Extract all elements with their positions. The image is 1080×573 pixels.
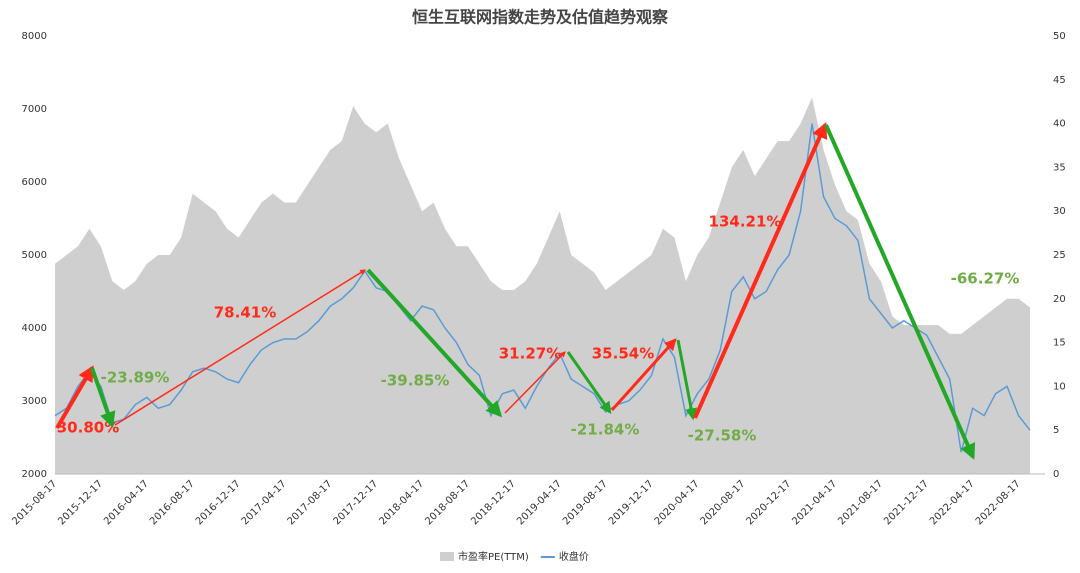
x-tick-label: 2020-04-17: [653, 478, 702, 527]
annotation: 35.54%: [592, 345, 654, 363]
x-tick-label: 2021-08-17: [836, 478, 885, 527]
y-tick-label: 6000: [22, 177, 47, 188]
x-tick-label: 2021-12-17: [882, 478, 931, 527]
annotation: -23.89%: [101, 369, 170, 387]
trend-arrow: [366, 268, 503, 418]
trend-arrow: [90, 367, 116, 429]
x-tick-label: 2018-08-17: [423, 478, 472, 527]
x-tick-label: 2021-04-17: [790, 478, 839, 527]
y2-tick-label: 50: [1053, 31, 1066, 42]
x-tick-label: 2016-12-17: [194, 478, 243, 527]
annotation: -66.27%: [951, 270, 1020, 288]
y2-tick-label: 10: [1053, 381, 1066, 392]
y2-tick-label: 20: [1053, 294, 1066, 305]
annotation: -27.58%: [688, 427, 757, 445]
y2-tick-label: 5: [1053, 425, 1059, 436]
annotation: -21.84%: [571, 421, 640, 439]
x-tick-label: 2017-04-17: [240, 478, 289, 527]
x-tick-label: 2015-08-17: [10, 478, 59, 527]
y2-tick-label: 30: [1053, 206, 1066, 217]
x-tick-label: 2020-12-17: [744, 478, 793, 527]
annotation: 134.21%: [709, 213, 782, 231]
price-line: [54, 123, 1031, 453]
x-tick-label: 2015-12-17: [56, 478, 105, 527]
trend-arrow: [676, 339, 698, 421]
x-tick-label: 2019-08-17: [561, 478, 610, 527]
x-tick-label: 2016-08-17: [148, 478, 197, 527]
trend-arrow: [610, 338, 677, 412]
x-tick-label: 2022-08-17: [974, 478, 1023, 527]
y-tick-label: 7000: [22, 104, 47, 115]
x-tick-label: 2019-04-17: [515, 478, 564, 527]
y-tick-label: 5000: [22, 250, 47, 261]
y2-tick-label: 40: [1053, 119, 1066, 130]
legend-swatch: [440, 552, 454, 561]
pe-area: [55, 97, 1030, 474]
trend-arrow: [824, 124, 976, 460]
trend-arrow: [693, 122, 828, 419]
legend-label: 收盘价: [559, 550, 589, 563]
x-tick-label: 2017-08-17: [286, 478, 335, 527]
trend-arrow: [114, 269, 367, 426]
trend-arrow: [55, 365, 94, 430]
y2-tick-label: 45: [1053, 75, 1066, 86]
x-tick-label: 2022-04-17: [928, 478, 977, 527]
annotation: 78.41%: [214, 304, 276, 322]
y-tick-label: 2000: [22, 469, 47, 480]
y-tick-label: 8000: [22, 31, 47, 42]
y-tick-label: 4000: [22, 323, 47, 334]
annotation: -39.85%: [381, 372, 450, 390]
y-tick-label: 3000: [22, 396, 47, 407]
chart-title: 恒生互联网指数走势及估值趋势观察: [412, 8, 669, 27]
x-tick-label: 2016-04-17: [102, 478, 151, 527]
x-tick-label: 2019-12-17: [607, 478, 656, 527]
annotation: 31.27%: [499, 345, 561, 363]
x-tick-label: 2017-12-17: [332, 478, 381, 527]
y2-tick-label: 0: [1053, 469, 1059, 480]
x-tick-label: 2018-12-17: [469, 478, 518, 527]
y2-tick-label: 15: [1053, 338, 1066, 349]
x-tick-label: 2018-04-17: [377, 478, 426, 527]
legend-label: 市盈率PE(TTM): [458, 550, 529, 563]
x-tick-label: 2020-08-17: [699, 478, 748, 527]
y2-tick-label: 35: [1053, 162, 1066, 173]
trend-arrow: [566, 351, 612, 414]
trend-arrow: [504, 351, 566, 414]
y2-tick-label: 25: [1053, 250, 1066, 261]
